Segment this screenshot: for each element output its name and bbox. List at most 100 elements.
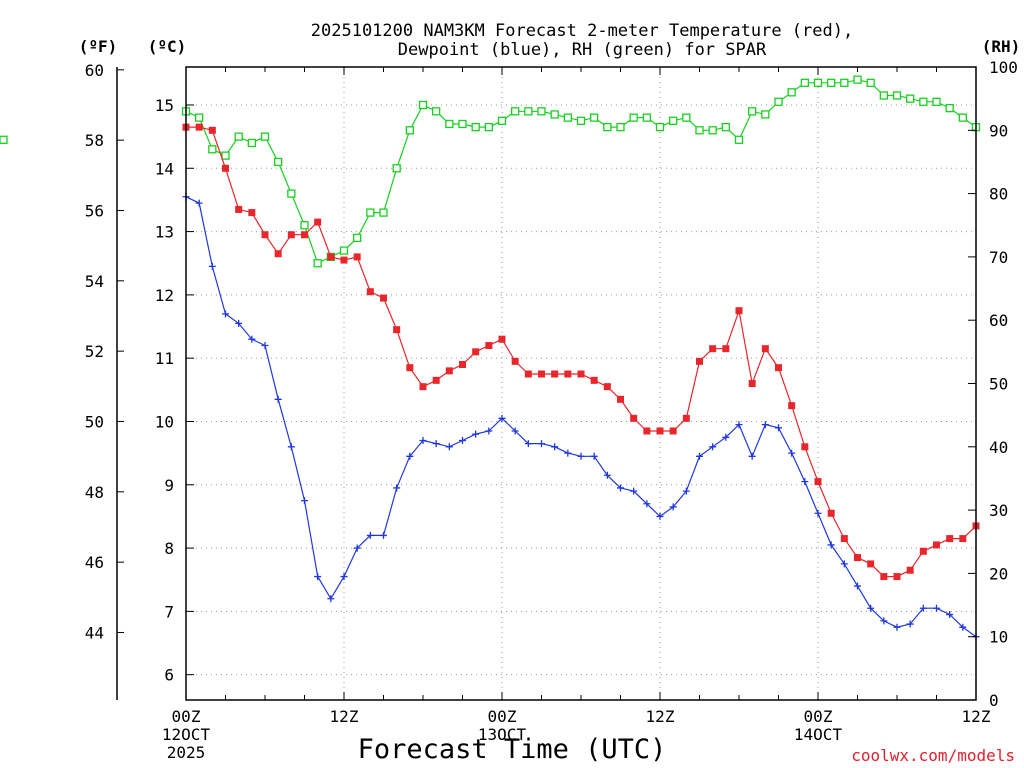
dewpoint-point [380,531,387,539]
rh-point [800,78,809,87]
dewpoint-point [314,573,322,581]
temperature-point [577,370,585,378]
x-tick-label: 12Z [962,707,991,726]
rh-point [353,233,362,243]
dewpoint-point [669,503,677,511]
chart-title-line-1: 2025101200 NAM3KM Forecast 2-meter Tempe… [311,21,853,41]
rh-tick-label: 80 [989,185,1008,204]
dewpoint-point [906,620,914,628]
dewpoint-point [933,604,940,612]
dewpoint-point [445,443,453,451]
celsius-tick-label: 9 [164,476,174,495]
temperature-point [761,345,769,353]
dewpoint-point [735,421,743,429]
temperature-point [630,414,638,422]
celsius-tick-label: 6 [164,666,174,685]
dewpoint-point [393,484,401,492]
rh-point [563,113,572,122]
celsius-tick-label: 13 [155,223,174,242]
temperature-point [906,566,914,574]
dewpoint-point [485,427,493,435]
fahrenheit-tick-label: 46 [85,553,104,572]
dewpoint-point [353,544,361,552]
temperature-point [353,253,361,261]
temperature-point [235,205,243,213]
temperature-point [366,288,374,296]
dewpoint-point [472,430,480,438]
rh-point [932,97,941,106]
rh-point [550,110,559,119]
rh-series [0,75,981,268]
dewpoint-point [366,531,374,539]
temperature-point [748,380,756,387]
x-tick-label: 12Z [646,707,675,726]
dewpoint-point [419,436,427,444]
temperature-point [814,478,822,486]
grid-lines [186,67,976,700]
temperature-point [195,123,203,131]
fahrenheit-tick-label: 56 [85,201,104,220]
rh-point [590,113,599,122]
temperature-point [788,402,796,410]
rh-point [0,135,8,144]
dewpoint-point [722,433,730,441]
rh-point [247,138,256,148]
temperature-point [445,367,453,375]
dewpoint-point [630,487,638,495]
temperature-point [775,364,782,372]
rh-point [892,91,902,100]
rh-tick-label: 10 [989,628,1008,647]
celsius-unit-label: (ºC) [148,37,187,56]
rh-tick-label: 40 [989,438,1008,457]
rh-point [418,100,428,110]
temperature-point [682,414,690,422]
rh-tick-label: 50 [989,375,1008,394]
dewpoint-line [185,196,977,638]
dewpoint-point [840,560,848,568]
dewpoint-point [696,452,703,460]
rh-point [958,113,967,122]
temperature-point [498,335,506,343]
dewpoint-point [261,342,269,350]
rh-point [221,151,230,160]
rh-tick-label: 70 [989,248,1008,267]
dewpoint-point [867,604,875,612]
rh-tick-label: 60 [989,311,1008,330]
temperature-point [432,376,440,384]
rh-point [405,126,414,135]
x-tick-label: 13OCT [478,725,527,744]
rh-point [906,94,915,103]
rh-point [669,116,678,125]
dewpoint-point [524,440,532,448]
temperature-point [959,535,967,543]
dewpoint-point [709,443,717,451]
dewpoint-point [801,478,809,486]
rh-tick-label: 0 [989,691,999,710]
rh-point [379,208,388,217]
temperature-point [222,164,229,172]
dewpoint-point [195,199,203,207]
temperature-point [274,250,282,258]
dewpoint-point [432,440,440,448]
temperature-point [287,231,295,239]
rh-unit-label: (RH) [982,37,1021,56]
fahrenheit-tick-label: 44 [85,623,104,642]
dewpoint-point [880,617,888,625]
fahrenheit-tick-label: 60 [85,61,104,80]
rh-point [445,119,454,129]
fahrenheit-tick-label: 48 [85,483,104,502]
dewpoint-point [827,541,835,549]
temperature-point [538,370,545,378]
rh-point [484,122,493,132]
temperature-point [669,427,677,435]
temperature-point [301,231,308,239]
x-tick-label: 12Z [330,707,359,726]
rh-point [708,126,717,135]
fahrenheit-tick-label: 52 [85,342,104,361]
dewpoint-point [775,424,782,432]
celsius-tick-label: 7 [164,602,174,621]
rh-point [682,113,691,122]
temperature-point [854,554,861,562]
